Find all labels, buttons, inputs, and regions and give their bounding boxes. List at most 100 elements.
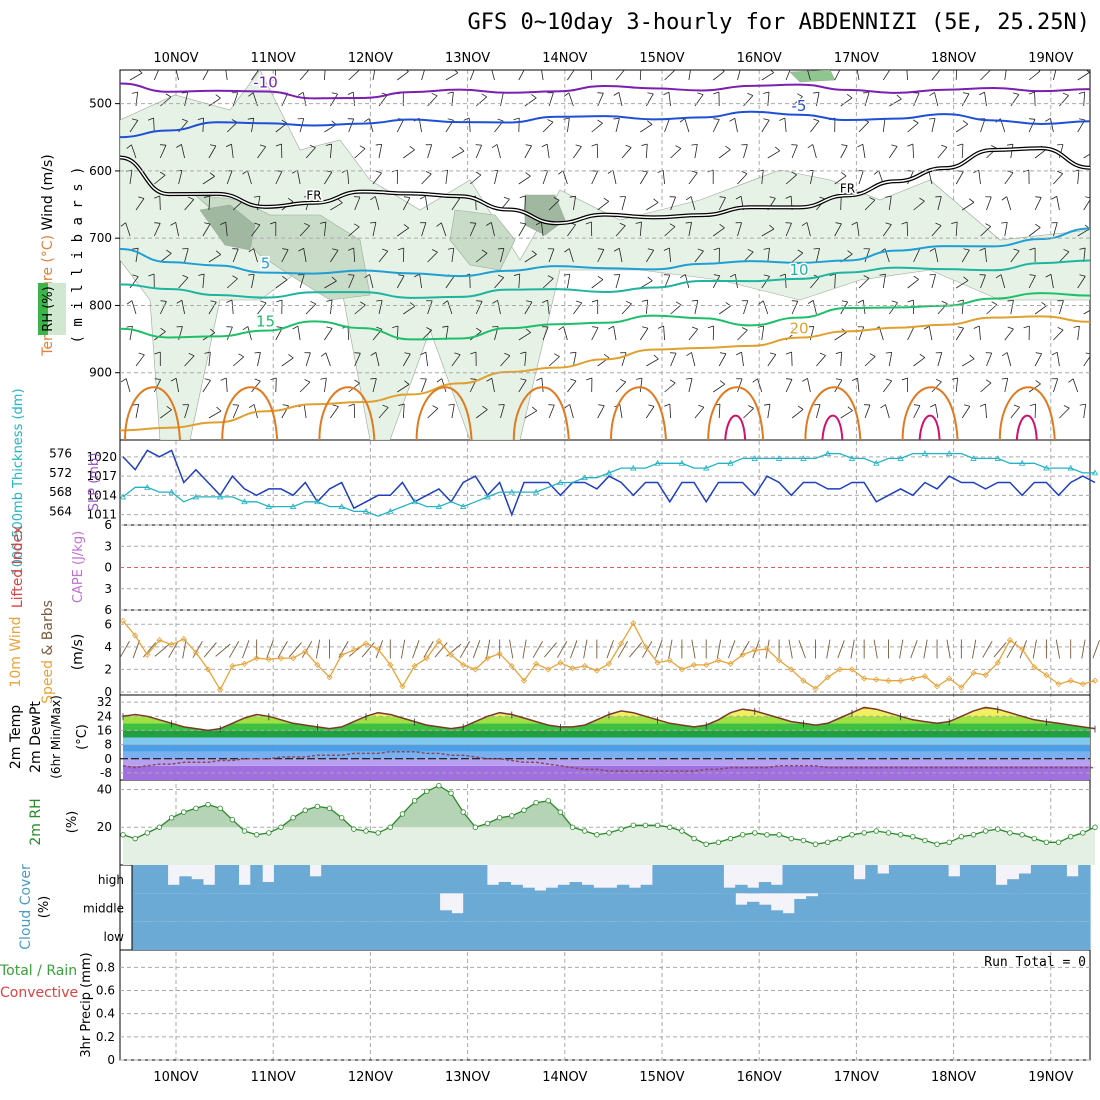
wind-barb: [361, 642, 375, 658]
wind-speed-point: [119, 617, 127, 624]
cloud-cell-middle: [971, 893, 985, 922]
cloud-level-label: high: [98, 873, 124, 887]
freezing-level-inner: [120, 147, 1090, 224]
cloud-cell-low: [463, 921, 476, 950]
wind-speed-point: [375, 646, 382, 653]
isotherm-5: [120, 227, 1090, 278]
pressure-tick-label: 600: [89, 164, 112, 178]
temp-color-band: [123, 730, 1090, 738]
cloud-cell-middle: [948, 893, 961, 922]
wind-barb: [168, 641, 179, 658]
cloud-cell-low: [888, 921, 902, 950]
cloud-cell-middle: [167, 893, 180, 922]
cloud-cell-high: [676, 865, 689, 894]
wind-speed-point: [690, 661, 698, 668]
wind-barb: [850, 639, 855, 659]
rh2m-point: [739, 832, 746, 838]
wind-speed-point: [533, 660, 540, 667]
slp-ylabel: SLP (mb): [87, 453, 102, 512]
cloud-cell-low: [581, 921, 594, 950]
rh2m-point: [1055, 839, 1062, 846]
cloud-cell-low: [344, 921, 358, 950]
li-tick-label: 0: [104, 561, 112, 575]
thickness-point: [970, 455, 977, 461]
cloud-cell-high: [711, 865, 724, 894]
cloud-cell-middle: [356, 893, 370, 922]
wind-speed-point: [326, 674, 333, 681]
wind-barb: [1019, 640, 1027, 659]
cloud-cell-high: [309, 876, 322, 894]
cloud-cell-high: [534, 890, 547, 894]
cloud-cell-middle: [273, 893, 287, 922]
wind-barb: [691, 639, 696, 659]
wind-barb: [434, 642, 448, 658]
thickness-point: [921, 450, 929, 457]
wind-speed-point: [1079, 681, 1086, 688]
cloud-cell-high: [794, 865, 807, 894]
cloud-cell-high: [1030, 865, 1044, 894]
wind-speed-point: [520, 677, 528, 684]
cloud-cell-low: [546, 921, 559, 950]
thickness-line: [122, 452, 1095, 517]
cloud-cell-middle: [747, 901, 760, 922]
rh-region-90: [789, 70, 836, 83]
wind-speed-point: [776, 657, 783, 664]
cloud-cell-low: [747, 921, 760, 950]
cloud-cell-low: [522, 921, 535, 950]
precip-label-total: Total / Rain: [0, 963, 77, 979]
cloud-cell-middle: [475, 893, 488, 922]
slp-tick-label: 1014: [86, 488, 117, 502]
cloud-cell-middle: [203, 893, 216, 922]
wind-tick-label: 4: [104, 640, 112, 654]
wind-barb: [412, 640, 420, 659]
wind-barb: [972, 639, 977, 659]
cloud-cell-high: [285, 865, 299, 894]
wind-speed-point: [654, 659, 661, 666]
cloud-cell-middle: [628, 893, 642, 922]
rh2m-point: [727, 835, 734, 842]
rh2m-point: [1092, 824, 1098, 830]
thickness-point: [217, 493, 224, 500]
cloud-cell-high: [1078, 865, 1091, 894]
cloud-cell-high: [569, 882, 582, 894]
thickness-point: [532, 488, 540, 495]
thickness-tick-label: 576: [49, 447, 72, 461]
cloud-cell-middle: [1078, 893, 1091, 922]
isotherm-10: [120, 259, 1090, 299]
rh2m-point: [229, 816, 236, 823]
rh2m-point: [946, 839, 952, 846]
cloud-cell-high: [250, 865, 263, 894]
cloud-cell-middle: [226, 893, 239, 922]
thickness-point: [484, 493, 491, 500]
rh2m-point: [496, 815, 503, 821]
rh2m-point: [752, 830, 758, 836]
rh2m-point: [715, 839, 722, 846]
wind-barb: [716, 639, 722, 659]
cloud-cell-middle: [546, 893, 559, 922]
rh2m-point: [654, 822, 661, 829]
cloud-cell-high: [356, 865, 370, 894]
cloud-cell-middle: [179, 893, 192, 922]
wind-speed-point: [204, 666, 212, 673]
rh2m-point: [861, 830, 867, 836]
temp-tick-label: 32: [97, 695, 112, 709]
temp-color-band: [123, 723, 1090, 731]
cloud-cell-high: [723, 887, 736, 894]
pressure-tick-label: 800: [89, 298, 112, 312]
thickness-point: [848, 455, 856, 461]
wind-speed-point: [958, 684, 965, 691]
cloud-cell-low: [652, 921, 665, 950]
cloud-cell-low: [451, 921, 464, 950]
rh2m-point: [776, 832, 782, 838]
thickness-point: [289, 503, 297, 509]
thickness-point: [338, 503, 345, 509]
wind-barb: [400, 639, 406, 659]
cloud-cell-high: [368, 865, 381, 894]
cloud-cell-high: [995, 884, 1008, 894]
rh2m-point: [691, 835, 697, 842]
precip-tick-label: 0: [107, 1053, 115, 1067]
cloud-cell-high: [782, 865, 795, 894]
cloud-cell-middle: [758, 904, 772, 922]
dewpt-line: [122, 750, 1095, 772]
